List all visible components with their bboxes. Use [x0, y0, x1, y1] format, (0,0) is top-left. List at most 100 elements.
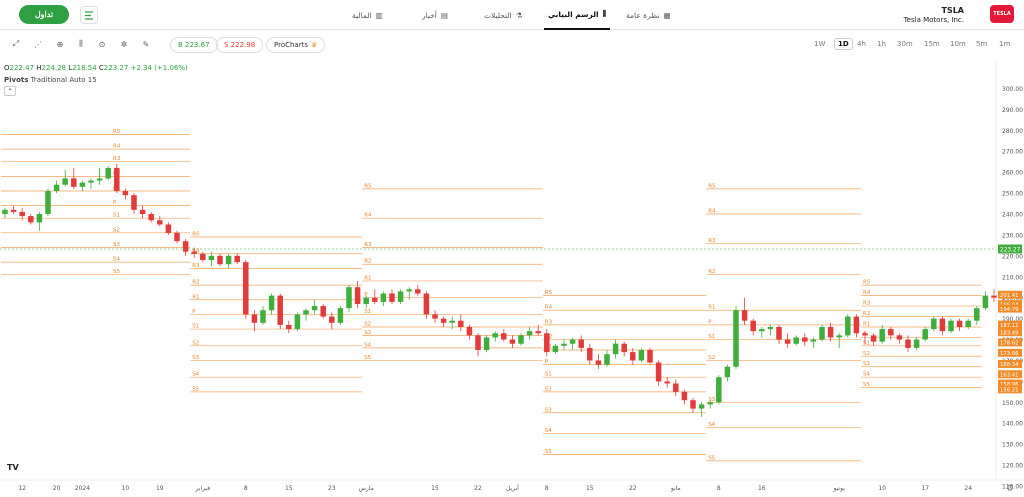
candle-body — [750, 320, 756, 332]
candle-body — [905, 339, 911, 348]
pivot-label: R1 — [863, 321, 870, 327]
sell-price-button[interactable]: S 222.98 — [216, 37, 264, 53]
candle-body — [10, 209, 17, 212]
draw-icon[interactable]: ✎ — [142, 39, 150, 49]
candle-body — [200, 253, 206, 261]
share-icon[interactable]: ⋰ — [34, 39, 42, 49]
level-tag — [998, 328, 1022, 337]
candle-body — [303, 310, 309, 315]
pivot-label: S3 — [708, 397, 715, 403]
pivot-label: S1 — [113, 213, 120, 219]
candle-body — [234, 255, 240, 263]
candle-body — [251, 314, 258, 323]
tf-1h[interactable]: 1h — [877, 40, 886, 48]
tf-1w[interactable]: 1W — [814, 40, 826, 48]
collapse-legend-button[interactable]: ⌃ — [4, 86, 16, 96]
pivot-label: S5 — [364, 355, 371, 361]
candle-body — [870, 335, 877, 342]
candle-body — [793, 337, 799, 344]
tf-10m[interactable]: 10m — [950, 40, 966, 48]
pivot-label: R2 — [192, 280, 199, 286]
y-tick-label: 300.00 — [1002, 86, 1023, 93]
level-tag-label: 163.41 — [1000, 372, 1019, 378]
candle-body — [88, 180, 94, 183]
pivot-label: P — [364, 292, 368, 298]
gear-icon[interactable]: ⚙ — [1006, 484, 1015, 494]
tf-4h[interactable]: 4h — [857, 40, 866, 48]
pivot-label: S2 — [364, 321, 371, 327]
chart-type-icon[interactable]: ⫼ — [79, 39, 83, 48]
tab-chart-label: الرسم البياني — [547, 9, 599, 19]
tab-news[interactable]: أخبار ▤ — [422, 0, 448, 30]
pivot-label: R1 — [113, 185, 120, 191]
candle-body — [526, 331, 533, 336]
pivot-label: S2 — [863, 351, 870, 357]
candle-body — [96, 178, 103, 181]
tf-15m[interactable]: 15m — [924, 40, 940, 48]
candle-body — [552, 345, 559, 353]
pivot-label: R1 — [364, 275, 371, 281]
candle-body — [157, 220, 163, 225]
pivot-label: R5 — [113, 129, 121, 135]
expand-icon[interactable]: ⤢ — [12, 39, 20, 48]
tab-analytics[interactable]: التحليلات ⚗ — [484, 0, 523, 30]
y-tick-label: 260.00 — [1002, 170, 1023, 177]
settings-icon[interactable]: ✲ — [120, 39, 128, 49]
indicator-legend[interactable]: Pivots Traditional Auto 15 — [4, 76, 97, 84]
compare-icon[interactable]: ⊙ — [98, 39, 106, 49]
y-tick-label: 150.00 — [1002, 400, 1023, 407]
candle-body — [681, 391, 688, 401]
tab-overview-label: نظرة عامة — [626, 10, 660, 20]
candle-body — [810, 339, 817, 342]
candle-body — [311, 306, 318, 311]
candle-body — [277, 295, 283, 325]
buy-price-button[interactable]: B 223.67 — [170, 37, 218, 53]
y-tick-label: 270.00 — [1002, 149, 1023, 156]
pivot-label: S5 — [708, 455, 715, 461]
candle-body — [217, 255, 223, 265]
candle-body — [535, 331, 541, 334]
watchlist-menu-button[interactable] — [80, 6, 98, 24]
pivot-label: R1 — [192, 294, 199, 300]
candle-body — [268, 295, 275, 311]
x-tick-label: 17 — [921, 485, 929, 492]
candle-body — [53, 184, 60, 191]
open-value: 222.47 — [9, 64, 35, 72]
tab-chart[interactable]: الرسم البياني ⫼ — [544, 0, 610, 30]
candle-body — [19, 211, 25, 217]
x-tick-label: أبريل — [506, 484, 519, 492]
candle-body — [578, 339, 584, 348]
level-tag — [998, 385, 1022, 394]
candle-body — [329, 316, 335, 323]
tf-30m[interactable]: 30m — [897, 40, 913, 48]
candle-body — [337, 308, 344, 323]
candle-body — [982, 295, 989, 309]
tf-5m[interactable]: 5m — [976, 40, 988, 48]
tf-1m[interactable]: 1m — [999, 40, 1011, 48]
procharts-button[interactable]: ProCharts ♛ — [266, 37, 326, 53]
level-tag-label: 158.96 — [1000, 382, 1019, 388]
candle-body — [698, 404, 705, 409]
candle-body — [595, 360, 602, 365]
tab-news-label: أخبار — [422, 10, 437, 20]
tf-1d[interactable]: 1D — [834, 38, 853, 50]
candle-body — [406, 289, 412, 292]
candle-body — [974, 308, 980, 321]
pivot-label: R2 — [545, 334, 552, 340]
tab-overview[interactable]: نظرة عامة ▦ — [626, 0, 671, 30]
x-tick-label: 22 — [629, 485, 637, 492]
trade-button[interactable]: تداول — [19, 5, 69, 24]
pivot-label: P — [113, 200, 117, 206]
candle-body — [389, 293, 395, 302]
pivot-label: P — [708, 319, 712, 325]
candle-body — [802, 337, 808, 342]
y-tick-label: 280.00 — [1002, 128, 1023, 135]
tab-financials[interactable]: المالية ▥ — [352, 0, 383, 30]
level-tag-label: 194.79 — [1000, 307, 1019, 313]
add-indicator-icon[interactable]: ⊕ — [56, 39, 64, 49]
candle-body — [690, 400, 696, 409]
pivot-label: S3 — [364, 330, 371, 336]
pivot-label: S5 — [545, 449, 552, 455]
candle-body — [208, 255, 215, 261]
